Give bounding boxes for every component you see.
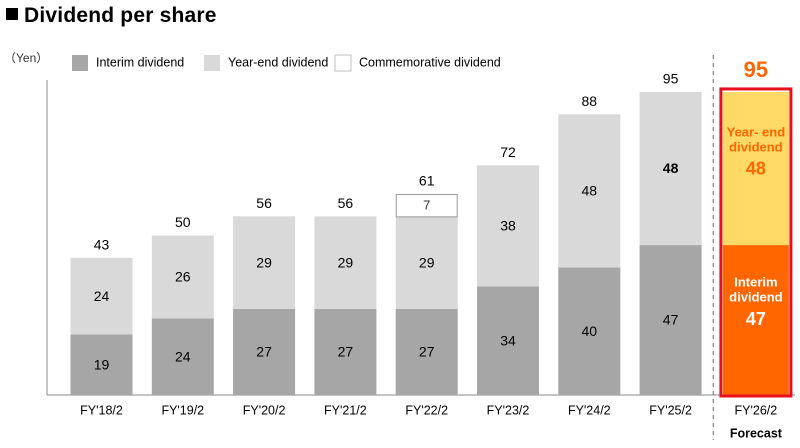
bar-yearend [314,216,377,309]
x-tick-label: FY'18/2 [80,403,123,417]
x-tick-label: FY'22/2 [405,403,448,417]
bar-total-label: 50 [175,214,191,230]
bar-total-label: 56 [338,195,354,211]
bar-interim [314,308,377,395]
bar-interim-label: 24 [175,348,191,364]
bar-total-label: 72 [500,144,516,160]
bar-yearend-label: 29 [419,254,435,270]
forecast-yearend-label: dividend [729,139,783,154]
x-tick-label: FY'26/2 [735,403,778,417]
y-unit-label: （Yen） [4,51,48,65]
bar-yearend [395,216,458,309]
bar-yearend-label: 48 [663,160,679,176]
bar-interim-label: 34 [500,332,516,348]
x-tick-label: FY'23/2 [487,403,530,417]
forecast-yearend-label: Year- end [727,124,786,139]
legend-label-2: Year-end dividend [228,55,328,69]
bar-yearend [70,257,133,335]
bar-yearend [477,165,539,287]
legend-label-1: Interim dividend [96,55,184,69]
bar-yearend-label: 48 [582,183,598,199]
title-square-icon [6,8,18,20]
bar-interim-label: 27 [338,344,354,360]
bar-interim [395,308,458,395]
bar-yearend-label: 29 [256,254,272,270]
bar-yearend-label: 26 [175,269,191,285]
forecast-total-label: 95 [744,57,768,82]
forecast-interim-value: 47 [746,309,766,329]
bar-interim-label: 40 [582,323,598,339]
bar-yearend-label: 38 [500,218,516,234]
bar-interim-label: 27 [419,344,435,360]
bar-interim [639,245,702,395]
bar-commemorative-label: 7 [423,198,430,213]
x-tick-label: FY'21/2 [324,403,367,417]
forecast-highlight-box [719,87,793,398]
legend-swatch-2 [204,55,220,71]
forecast-interim-label: dividend [729,290,783,305]
bar-total-label: 61 [419,173,435,189]
forecast-yearend-value: 48 [746,159,766,179]
forecast-bar-yearend [722,91,789,246]
bar-yearend-label: 29 [338,254,354,270]
x-tick-label: FY'19/2 [161,403,204,417]
bar-yearend [639,91,702,246]
bar-commemorative [395,194,458,218]
bar-yearend [558,114,621,268]
chart-title: Dividend per share [6,4,217,28]
forecast-bar-interim [722,245,789,395]
bar-yearend-label: 24 [94,288,110,304]
x-tick-label: FY'25/2 [649,403,692,417]
x-tick-label: FY'24/2 [568,403,611,417]
x-tick-label: FY'20/2 [243,403,286,417]
bar-interim-label: 47 [663,312,679,328]
bar-total-label: 56 [256,195,272,211]
bar-interim [558,267,621,395]
legend-swatch-3 [334,54,352,72]
bar-total-label: 88 [582,93,598,109]
bar-interim [70,334,133,395]
bar-interim [477,286,539,395]
bar-interim [233,308,296,395]
bar-total-label: 95 [663,71,679,87]
bar-yearend [151,235,214,319]
bar-total-label: 43 [94,237,110,253]
forecast-interim-label: Interim [734,275,777,290]
bar-interim-label: 19 [94,356,110,372]
legend-swatch-1 [72,55,88,71]
chart-title-text: Dividend per share [24,4,217,27]
bar-yearend [233,216,296,309]
legend-label-3: Commemorative dividend [359,55,501,69]
bar-interim [151,318,214,395]
bar-interim-label: 27 [256,344,272,360]
x-tick-sublabel: Forecast [730,426,783,440]
